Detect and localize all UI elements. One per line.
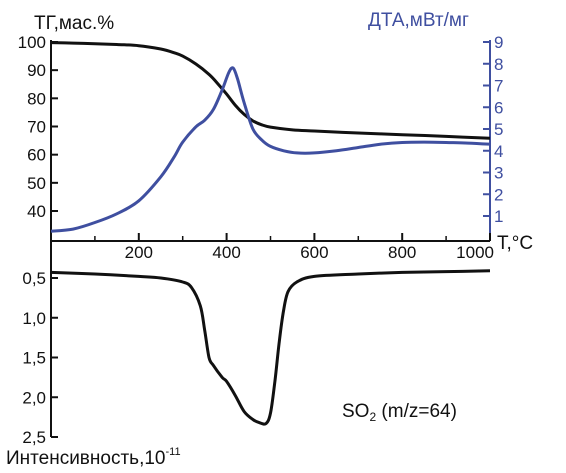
- ms-tick-label: 1,0: [22, 309, 46, 328]
- ms-axis-title-main: Интенсивность,10: [6, 448, 165, 468]
- so2-curve: [50, 269, 491, 426]
- so2-annotation: SO2 (m/z=64): [342, 401, 457, 424]
- tg-tick-label: 60: [27, 146, 46, 165]
- so2-annotation-main: SO: [342, 401, 369, 422]
- dta-tick-label: 2: [494, 185, 503, 204]
- dta-tick-label: 3: [494, 164, 503, 183]
- tg-axis-title-suffix: ,мас.%: [54, 13, 115, 34]
- tg-tick-label: 40: [27, 202, 46, 221]
- x-tick-label: 600: [300, 243, 328, 262]
- ms-tick-label: 1,5: [22, 349, 46, 368]
- ms-tick-label: 0,5: [22, 269, 46, 288]
- dta-tick-label: 4: [494, 142, 503, 161]
- dta-tick-label: 1: [494, 207, 503, 226]
- tg-tick-label: 100: [18, 33, 46, 52]
- dta-curve: [50, 66, 491, 233]
- so2-annotation-rest: (m/z=64): [376, 401, 457, 422]
- ms-axis-title: Интенсивность,10-11: [6, 446, 181, 468]
- tg-tick-label: 50: [27, 174, 46, 193]
- x-tick-label: 400: [212, 243, 240, 262]
- tg-tick-label: 80: [27, 89, 46, 108]
- curves-layer: [50, 41, 491, 426]
- ms-tick-label: 2,0: [22, 388, 46, 407]
- ms-tick-label: 2,5: [22, 428, 46, 447]
- dta-tick-label: 7: [494, 77, 503, 96]
- tg-curve: [50, 41, 491, 140]
- tg-axis-title-prefix: ТГ: [34, 13, 56, 34]
- dta-tick-label: 9: [494, 33, 503, 52]
- dta-tick-label: 8: [494, 55, 503, 74]
- dta-tick-label: 6: [494, 98, 503, 117]
- x-axis-title: T,°C: [497, 233, 533, 254]
- x-tick-label: 800: [388, 243, 416, 262]
- tg-tick-label: 90: [27, 61, 46, 80]
- dta-axis-title: ДТА,мВт/мг: [368, 10, 469, 31]
- tg-tick-label: 70: [27, 118, 46, 137]
- ticks-layer: 200 400 600 800 1000 40 50 60 70 80 90 100 1 2 3 4 5 6 7 8 9…: [18, 33, 504, 447]
- x-tick-label: 1000: [456, 243, 494, 262]
- so2-annotation-subscript: 2: [369, 410, 376, 424]
- ms-axis-title-exponent: -11: [165, 446, 180, 458]
- x-tick-label: 200: [125, 243, 153, 262]
- tg-axis-title: ТГ,мас.%: [34, 13, 114, 34]
- dta-tick-label: 5: [494, 120, 503, 139]
